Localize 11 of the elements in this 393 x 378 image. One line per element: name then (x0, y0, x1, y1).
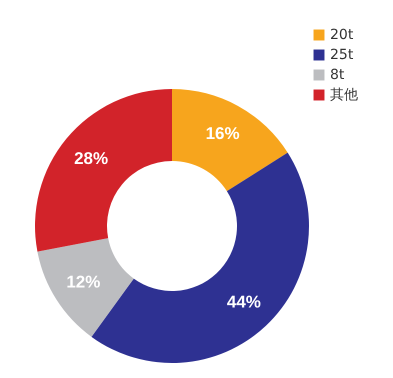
legend-label: 其他 (330, 87, 358, 103)
data-label: 44% (226, 292, 261, 312)
legend-label: 8t (330, 67, 345, 83)
donut-slice (37, 238, 134, 337)
legend-label: 20t (330, 27, 354, 43)
data-label: 28% (74, 149, 108, 168)
donut-slice (35, 89, 172, 252)
data-label: 12% (66, 272, 100, 292)
donut-slice (172, 89, 288, 192)
legend-label: 25t (330, 47, 354, 63)
data-label: 16% (206, 124, 240, 143)
